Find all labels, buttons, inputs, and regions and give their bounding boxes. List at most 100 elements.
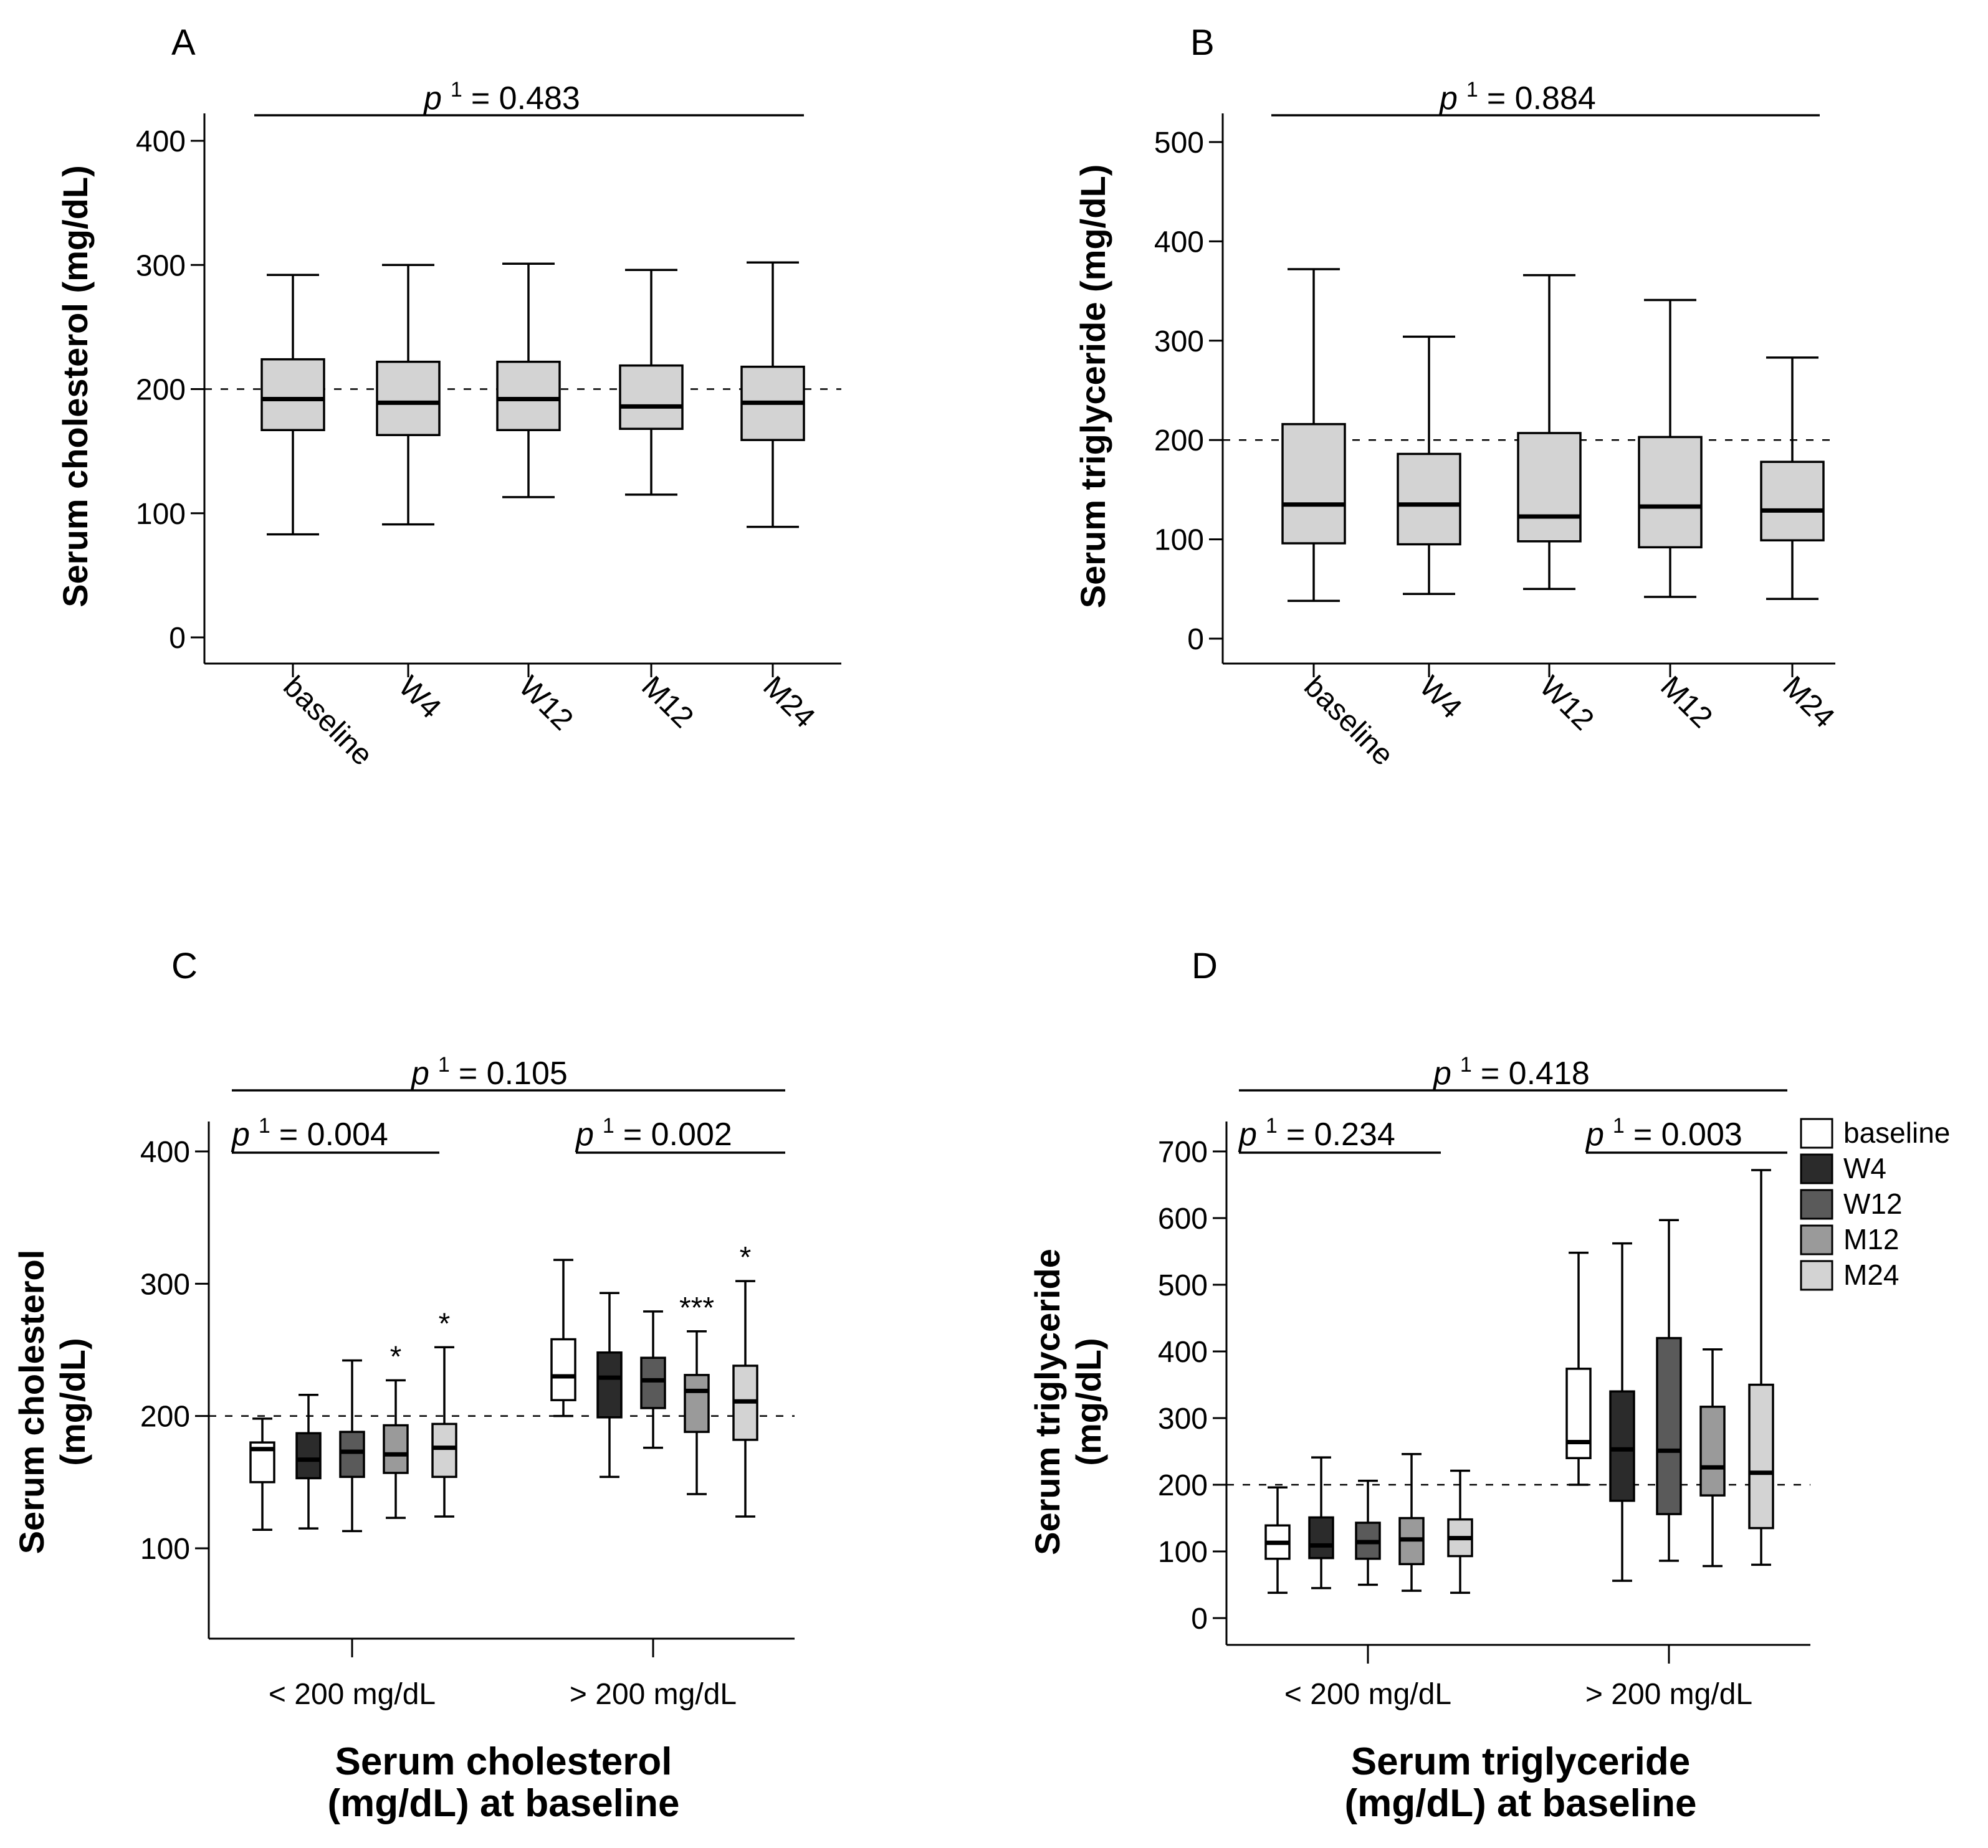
- y-tick-label: 200: [136, 374, 186, 407]
- box-baseline-box: [260, 358, 325, 432]
- legend-swatch-W4: [1800, 1153, 1833, 1184]
- y-tick-label: 600: [1158, 1203, 1208, 1236]
- y-tick-label: 400: [140, 1136, 190, 1169]
- y-tick-label: 300: [140, 1268, 190, 1301]
- x-group-label: > 200 mg/dL: [570, 1678, 737, 1711]
- y-tick-label: 700: [1158, 1136, 1208, 1169]
- x-axis-label: Serum triglyceride (mg/dL) at baseline: [1345, 1740, 1697, 1825]
- significance-star: *: [390, 1340, 402, 1373]
- group-p-value-value: = 0.003: [1633, 1117, 1742, 1153]
- x-tick-label: baseline: [277, 670, 379, 772]
- y-axis-label-line: (mg/dL): [1069, 1338, 1108, 1465]
- x-tick-label: W12: [1533, 670, 1600, 736]
- overall-p-value-value: = 0.105: [459, 1055, 568, 1092]
- legend-swatch-W12: [1800, 1189, 1833, 1220]
- overall-p-value: p 1 = 0.105: [410, 1053, 568, 1092]
- overall-p-value-value: = 0.418: [1481, 1055, 1590, 1092]
- panel-label: C: [171, 946, 198, 986]
- y-axis-label-line: Serum triglyceride (mg/dL): [1073, 164, 1112, 609]
- legend-swatch-M12: [1800, 1224, 1833, 1255]
- y-axis-label-line: Serum cholesterol (mg/dL): [55, 165, 95, 607]
- y-tick-label: 200: [140, 1401, 190, 1434]
- group-p-value-p: p: [1585, 1117, 1604, 1153]
- x-axis-label: Serum cholesterol (mg/dL) at baseline: [328, 1740, 680, 1825]
- overall-p-value-sup: 1: [451, 78, 462, 102]
- box-W12-box: [1517, 432, 1582, 543]
- x-axis-label-line: (mg/dL) at baseline: [1345, 1782, 1697, 1825]
- box-W12-box: [339, 1431, 365, 1479]
- group-p-value-value: = 0.002: [623, 1117, 732, 1153]
- y-axis-label-line: Serum cholesterol: [12, 1250, 51, 1555]
- overall-p-value: p 1 = 0.483: [423, 78, 580, 117]
- legend-label-W4: W4: [1843, 1152, 1886, 1184]
- y-tick-label: 100: [1158, 1536, 1208, 1569]
- x-tick-label: W4: [1413, 670, 1468, 725]
- group-p-value: p 1 = 0.002: [575, 1114, 732, 1153]
- legend-label-M12: M12: [1843, 1223, 1899, 1255]
- box-W12-box: [496, 360, 561, 432]
- box-W12-box: [640, 1356, 666, 1409]
- x-axis-label-line: Serum cholesterol: [335, 1740, 672, 1783]
- overall-p-value-sup: 1: [438, 1053, 450, 1077]
- box-M12-box: [1638, 436, 1703, 549]
- x-tick-label: W12: [512, 670, 579, 736]
- box-M24-box: [1760, 460, 1825, 541]
- overall-p-value-p: p: [423, 80, 442, 117]
- y-tick-label: 100: [140, 1533, 190, 1566]
- box-M12-box: [383, 1424, 409, 1474]
- group-p-value: p 1 = 0.003: [1585, 1114, 1742, 1153]
- panel-a: A 0 100 200 300 400 Serum cholesterol (mg/dL) p…: [55, 22, 841, 772]
- group-p-value-p: p: [575, 1117, 594, 1153]
- box-W4-box: [596, 1351, 623, 1419]
- y-tick-label: 300: [1154, 325, 1204, 358]
- overall-p-value-value: = 0.884: [1487, 80, 1596, 117]
- y-tick-label: 400: [1158, 1336, 1208, 1369]
- group-p-value-value: = 0.004: [279, 1117, 388, 1153]
- group-p-value-sup: 1: [259, 1114, 270, 1138]
- panel-label: D: [1192, 946, 1218, 986]
- y-axis-label: Serum triglyceride(mg/dL): [1028, 1249, 1108, 1555]
- y-axis-label: Serum triglyceride (mg/dL): [1073, 164, 1112, 609]
- group-p-value-p: p: [231, 1117, 250, 1153]
- box-M12-box: [684, 1374, 710, 1433]
- x-axis-label-line: Serum triglyceride: [1351, 1740, 1690, 1783]
- y-tick-label: 0: [1187, 623, 1204, 656]
- x-tick-label: baseline: [1297, 670, 1400, 772]
- overall-p-value-sup: 1: [1466, 78, 1478, 102]
- legend-swatch-baseline: [1800, 1118, 1833, 1149]
- box-W4-box: [295, 1432, 322, 1480]
- y-tick-label: 400: [1154, 226, 1204, 259]
- x-tick-label: M24: [757, 670, 821, 735]
- box-baseline-box: [550, 1338, 576, 1401]
- y-tick-label: 400: [136, 125, 186, 158]
- y-axis-label: Serum cholesterol (mg/dL): [55, 165, 95, 607]
- y-tick-label: 200: [1154, 424, 1204, 457]
- box-baseline-box: [1281, 422, 1346, 545]
- box-W4-box: [1609, 1390, 1635, 1502]
- y-tick-label: 300: [136, 249, 186, 282]
- significance-star: *: [740, 1241, 752, 1274]
- x-group-label: < 200 mg/dL: [269, 1678, 436, 1711]
- overall-p-value-p: p: [1432, 1055, 1451, 1092]
- box-M12-box: [1699, 1406, 1726, 1497]
- y-tick-label: 300: [1158, 1403, 1208, 1436]
- x-group-label: > 200 mg/dL: [1585, 1678, 1752, 1711]
- box-M12-box: [619, 364, 684, 431]
- significance-star: *: [439, 1307, 451, 1340]
- significance-star: ***: [679, 1292, 714, 1325]
- panel-d: D 0 100 200 300 400 500 600 700 Serum triglycerid…: [1028, 946, 1950, 1825]
- overall-p-value-value: = 0.483: [471, 80, 580, 117]
- y-axis-label: Serum cholesterol(mg/dL): [12, 1250, 92, 1555]
- panel-label: A: [171, 22, 196, 63]
- group-p-value-value: = 0.234: [1286, 1117, 1395, 1153]
- legend-label-W12: W12: [1843, 1188, 1903, 1220]
- legend-label-baseline: baseline: [1843, 1117, 1950, 1149]
- group-p-value-p: p: [1238, 1117, 1257, 1153]
- legend-swatch-M24: [1800, 1260, 1833, 1291]
- group-p-value: p 1 = 0.234: [1238, 1114, 1395, 1153]
- y-axis-label-line: Serum triglyceride: [1028, 1249, 1067, 1555]
- x-tick-label: M12: [1654, 670, 1719, 735]
- overall-p-value: p 1 = 0.418: [1432, 1053, 1590, 1092]
